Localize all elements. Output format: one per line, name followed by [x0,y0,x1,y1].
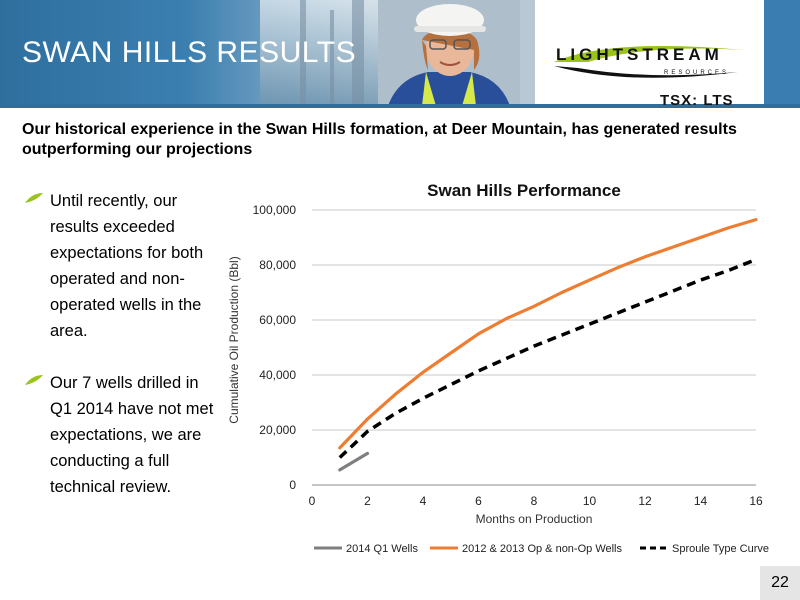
bullet-item: Our 7 wells drilled in Q1 2014 have not … [24,370,224,500]
x-tick-label: 14 [694,494,708,508]
header-banner: SWAN HILLS RESULTS LIGHTSTREAM RESOURCES… [0,0,800,109]
lightstream-logo: LIGHTSTREAM RESOURCES [554,45,744,78]
logo-subtext: RESOURCES [664,70,729,76]
logo-text: LIGHTSTREAM [556,45,723,64]
x-tick-label: 2 [364,494,371,508]
banner-divider [0,104,800,108]
x-axis-ticks: 0 2 4 6 8 10 12 14 16 [309,494,763,508]
y-axis-ticks: 0 20,000 40,000 60,000 80,000 100,000 [253,203,297,492]
x-tick-label: 16 [749,494,763,508]
page-title: SWAN HILLS RESULTS [22,36,357,69]
series-line-2 [338,257,757,459]
x-tick-label: 4 [420,494,427,508]
y-tick-label: 60,000 [259,313,296,327]
page-number: 22 [760,566,800,600]
x-axis-label: Months on Production [476,512,593,526]
chart-gridlines [312,209,756,486]
worker-photo [378,0,520,106]
leaf-bullet-icon [25,193,43,203]
series-line-0 [338,451,370,472]
bullet-list: Until recently, our results exceeded exp… [24,188,224,526]
x-tick-label: 0 [309,494,316,508]
swan-hills-performance-chart: Swan Hills Performance 0 20,000 40,000 60,0… [227,181,769,555]
chart-series [338,217,758,472]
y-tick-label: 40,000 [259,368,296,382]
x-tick-label: 12 [638,494,652,508]
leaf-bullet-icon [25,375,43,385]
x-tick-label: 10 [583,494,597,508]
y-tick-label: 100,000 [253,203,297,217]
series-line-1 [338,217,758,450]
legend-label: Sproule Type Curve [672,543,769,555]
photo-pipe [300,0,306,106]
y-axis-label: Cumulative Oil Production (Bbl) [227,256,241,423]
bullet-text: Our 7 wells drilled in Q1 2014 have not … [50,374,214,496]
photo-pipe [352,0,364,106]
ticker-label: TSX: LTS [660,92,734,109]
bullet-item: Until recently, our results exceeded exp… [24,188,224,344]
slide-subtitle: Our historical experience in the Swan Hi… [22,121,737,158]
y-tick-label: 80,000 [259,258,296,272]
chart-legend: 2014 Q1 Wells 2012 & 2013 Op & non-Op Wel… [314,543,769,555]
y-tick-label: 0 [289,478,296,492]
y-tick-label: 20,000 [259,423,296,437]
x-tick-label: 6 [475,494,482,508]
photo-pipe [330,10,334,106]
legend-label: 2012 & 2013 Op & non-Op Wells [462,543,623,555]
header-photo [0,0,535,106]
chart-title: Swan Hills Performance [427,181,621,200]
legend-label: 2014 Q1 Wells [346,543,418,555]
banner-strip [764,0,800,106]
bullet-text: Until recently, our results exceeded exp… [50,192,204,340]
x-tick-label: 8 [531,494,538,508]
